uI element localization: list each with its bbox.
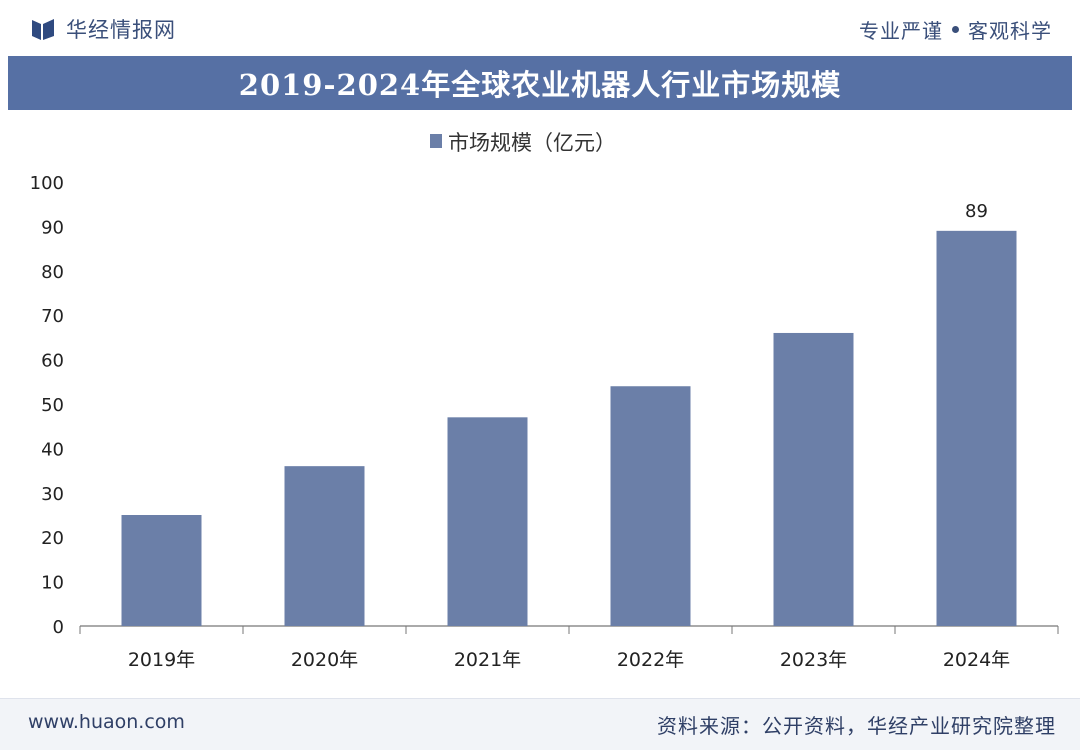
- footer-source: 资料来源：公开资料，华经产业研究院整理: [657, 714, 1056, 738]
- legend-swatch: [430, 134, 442, 148]
- bar-1: [121, 515, 202, 626]
- y-tick-label: 70: [41, 306, 64, 327]
- slogan-left: 专业严谨: [859, 18, 943, 43]
- bullet-dot-icon: [952, 25, 959, 33]
- bar-3: [447, 417, 528, 626]
- brand: 华经情报网: [30, 14, 176, 44]
- y-tick-label: 50: [41, 395, 64, 416]
- y-tick-label: 30: [41, 484, 64, 505]
- x-tick-label: 2021年: [454, 649, 521, 671]
- bar-2: [284, 466, 365, 626]
- y-tick-label: 40: [41, 439, 64, 460]
- bar-4: [610, 386, 691, 626]
- top-bar: 华经情报网 专业严谨 客观科学: [0, 0, 1080, 56]
- x-tick-label: 2023年: [780, 649, 847, 671]
- y-tick-label: 10: [41, 573, 64, 594]
- footer-url: www.huaon.com: [28, 711, 185, 733]
- y-tick-label: 60: [41, 351, 64, 372]
- legend-label: 市场规模（亿元）: [448, 131, 616, 155]
- y-tick-label: 100: [30, 173, 64, 194]
- huajing-logo-icon: [32, 19, 54, 40]
- x-tick-label: 2024年: [943, 649, 1010, 671]
- bar-chart: 市场规模（亿元） 0 10 20 30 40 50 60 70 80 90 100 2019年 2020年…: [30, 131, 1059, 671]
- bar-5: [773, 332, 854, 626]
- footer: www.huaon.com 资料来源：公开资料，华经产业研究院整理: [0, 698, 1080, 750]
- slogan: 专业严谨 客观科学: [859, 14, 1052, 44]
- chart-title: 2019-2024年全球农业机器人行业市场规模: [238, 68, 842, 102]
- chart-area: 市场规模（亿元） 0 10 20 30 40 50 60 70 80 90 100 2019年 2020年…: [0, 110, 1080, 698]
- brand-name: 华经情报网: [66, 18, 176, 42]
- x-tick-label: 2019年: [128, 649, 195, 671]
- y-tick-label: 0: [53, 617, 64, 638]
- x-tick-label: 2020年: [291, 649, 358, 671]
- y-tick-label: 90: [41, 217, 64, 238]
- bar-6: [936, 230, 1017, 626]
- data-label: 89: [965, 201, 988, 222]
- y-tick-label: 80: [41, 262, 64, 283]
- title-banner: 2019-2024年全球农业机器人行业市场规模: [8, 56, 1072, 110]
- y-tick-label: 20: [41, 528, 64, 549]
- x-tick-label: 2022年: [617, 649, 684, 671]
- slogan-right: 客观科学: [968, 18, 1052, 43]
